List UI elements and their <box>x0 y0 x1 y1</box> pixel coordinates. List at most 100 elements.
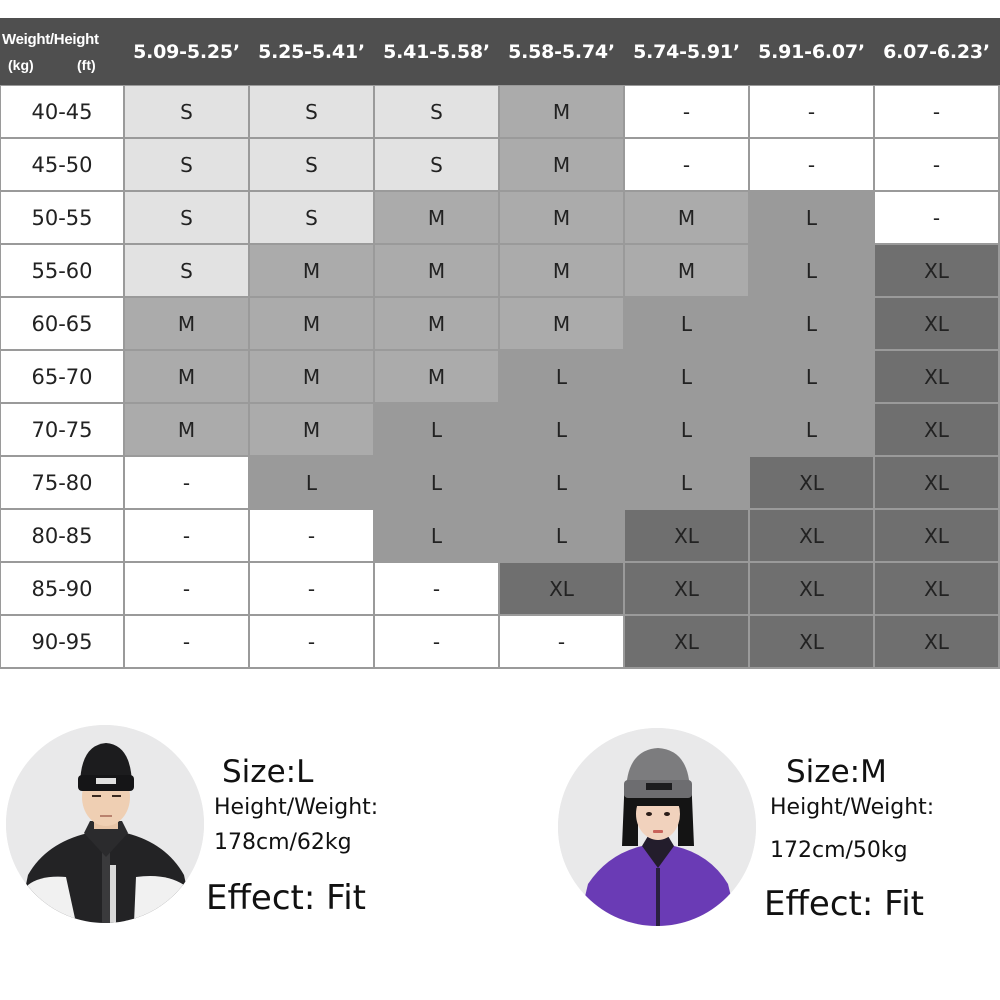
size-cell: L <box>750 192 873 243</box>
size-cell: XL <box>625 563 748 614</box>
male-model-photo <box>6 725 204 923</box>
size-cell: - <box>250 510 373 561</box>
size-cell: M <box>500 298 623 349</box>
size-cell: - <box>125 616 248 667</box>
size-cell: M <box>625 192 748 243</box>
weight-height-label: Weight/Height <box>2 31 99 48</box>
size-cell: - <box>250 563 373 614</box>
size-cell: M <box>500 192 623 243</box>
top-margin <box>0 0 1000 18</box>
height-column-header: 5.74-5.91’ <box>633 40 740 63</box>
height-column-header: 5.25-5.41’ <box>258 40 365 63</box>
table-row: 45-50 S S S M - - - <box>0 138 1000 191</box>
size-cell: XL <box>875 245 998 296</box>
size-cell: M <box>250 298 373 349</box>
size-cell: XL <box>750 457 873 508</box>
size-cell: L <box>625 351 748 402</box>
model-1-effect: Effect: Fit <box>206 878 366 918</box>
size-cell: XL <box>500 563 623 614</box>
size-cell: XL <box>750 563 873 614</box>
table-row: 80-85- - L L XL XL XL <box>0 509 1000 562</box>
weight-range-cell: 75-80 <box>1 457 123 508</box>
table-body: 40-45 S S S M - - -45-50 S S S M - - -50-55 S S M M M L -55-6… <box>0 85 1000 669</box>
table-row: 90-95- - - - XL XL XL <box>0 615 1000 668</box>
size-cell: - <box>875 86 998 137</box>
size-cell: - <box>250 616 373 667</box>
size-cell: M <box>375 192 498 243</box>
size-cell: XL <box>750 616 873 667</box>
model-2-height-weight-label: Height/Weight: <box>770 795 935 820</box>
size-cell: M <box>500 86 623 137</box>
table-row: 60-65 M M M M L L XL <box>0 297 1000 350</box>
size-cell: XL <box>875 298 998 349</box>
height-column-header: 6.07-6.23’ <box>883 40 990 63</box>
model-1-size: Size:L <box>222 754 314 790</box>
size-chart-table: Weight/Height (kg) (ft) 5.09-5.25’ 5.25-5… <box>0 18 1000 669</box>
size-cell: S <box>250 86 373 137</box>
size-cell: - <box>125 563 248 614</box>
size-cell: L <box>500 510 623 561</box>
size-cell: M <box>250 404 373 455</box>
size-cell: L <box>625 457 748 508</box>
table-header-row: Weight/Height (kg) (ft) 5.09-5.25’ 5.25-5… <box>0 18 1000 85</box>
size-cell: L <box>375 510 498 561</box>
model-1-height-weight-label: Height/Weight: <box>214 795 379 820</box>
size-cell: XL <box>875 563 998 614</box>
weight-range-cell: 55-60 <box>1 245 123 296</box>
size-cell: M <box>250 245 373 296</box>
weight-range-cell: 85-90 <box>1 563 123 614</box>
size-cell: - <box>125 510 248 561</box>
size-cell: - <box>875 192 998 243</box>
table-row: 75-80- L L L L XL XL <box>0 456 1000 509</box>
size-cell: XL <box>875 616 998 667</box>
size-cell: L <box>750 351 873 402</box>
model-2-height-weight-value: 172cm/50kg <box>770 838 908 863</box>
model-1-height-weight-value: 178cm/62kg <box>214 830 352 855</box>
size-cell: S <box>250 139 373 190</box>
size-cell: L <box>500 404 623 455</box>
ft-unit-label: (ft) <box>77 57 96 73</box>
size-cell: XL <box>625 510 748 561</box>
size-cell: M <box>375 351 498 402</box>
size-cell: M <box>125 404 248 455</box>
size-cell: L <box>375 457 498 508</box>
size-cell: - <box>125 457 248 508</box>
size-cell: L <box>250 457 373 508</box>
size-cell: L <box>750 298 873 349</box>
kg-unit-label: (kg) <box>8 57 34 73</box>
weight-range-cell: 65-70 <box>1 351 123 402</box>
size-cell: L <box>625 298 748 349</box>
height-column-header: 5.91-6.07’ <box>758 40 865 63</box>
size-cell: L <box>750 245 873 296</box>
size-cell: L <box>500 457 623 508</box>
size-cell: M <box>500 245 623 296</box>
size-cell: XL <box>875 457 998 508</box>
size-cell: - <box>625 139 748 190</box>
female-model-photo <box>558 728 756 926</box>
size-cell: XL <box>750 510 873 561</box>
size-cell: S <box>375 139 498 190</box>
weight-range-cell: 60-65 <box>1 298 123 349</box>
table-row: 70-75 M M L L L L XL <box>0 403 1000 456</box>
size-cell: L <box>750 404 873 455</box>
size-cell: - <box>875 139 998 190</box>
size-cell: L <box>375 404 498 455</box>
size-cell: S <box>375 86 498 137</box>
size-cell: XL <box>875 510 998 561</box>
size-cell: S <box>125 192 248 243</box>
size-cell: L <box>625 404 748 455</box>
size-cell: - <box>750 86 873 137</box>
table-row: 85-90- - - XL XL XL XL <box>0 562 1000 615</box>
table-row: 65-70 M M M L L L XL <box>0 350 1000 403</box>
size-cell: M <box>125 298 248 349</box>
weight-range-cell: 80-85 <box>1 510 123 561</box>
weight-range-cell: 90-95 <box>1 616 123 667</box>
size-cell: S <box>250 192 373 243</box>
size-cell: S <box>125 245 248 296</box>
size-cell: M <box>250 351 373 402</box>
size-cell: XL <box>875 404 998 455</box>
weight-range-cell: 45-50 <box>1 139 123 190</box>
weight-range-cell: 50-55 <box>1 192 123 243</box>
height-column-header: 5.58-5.74’ <box>508 40 615 63</box>
size-cell: M <box>375 298 498 349</box>
